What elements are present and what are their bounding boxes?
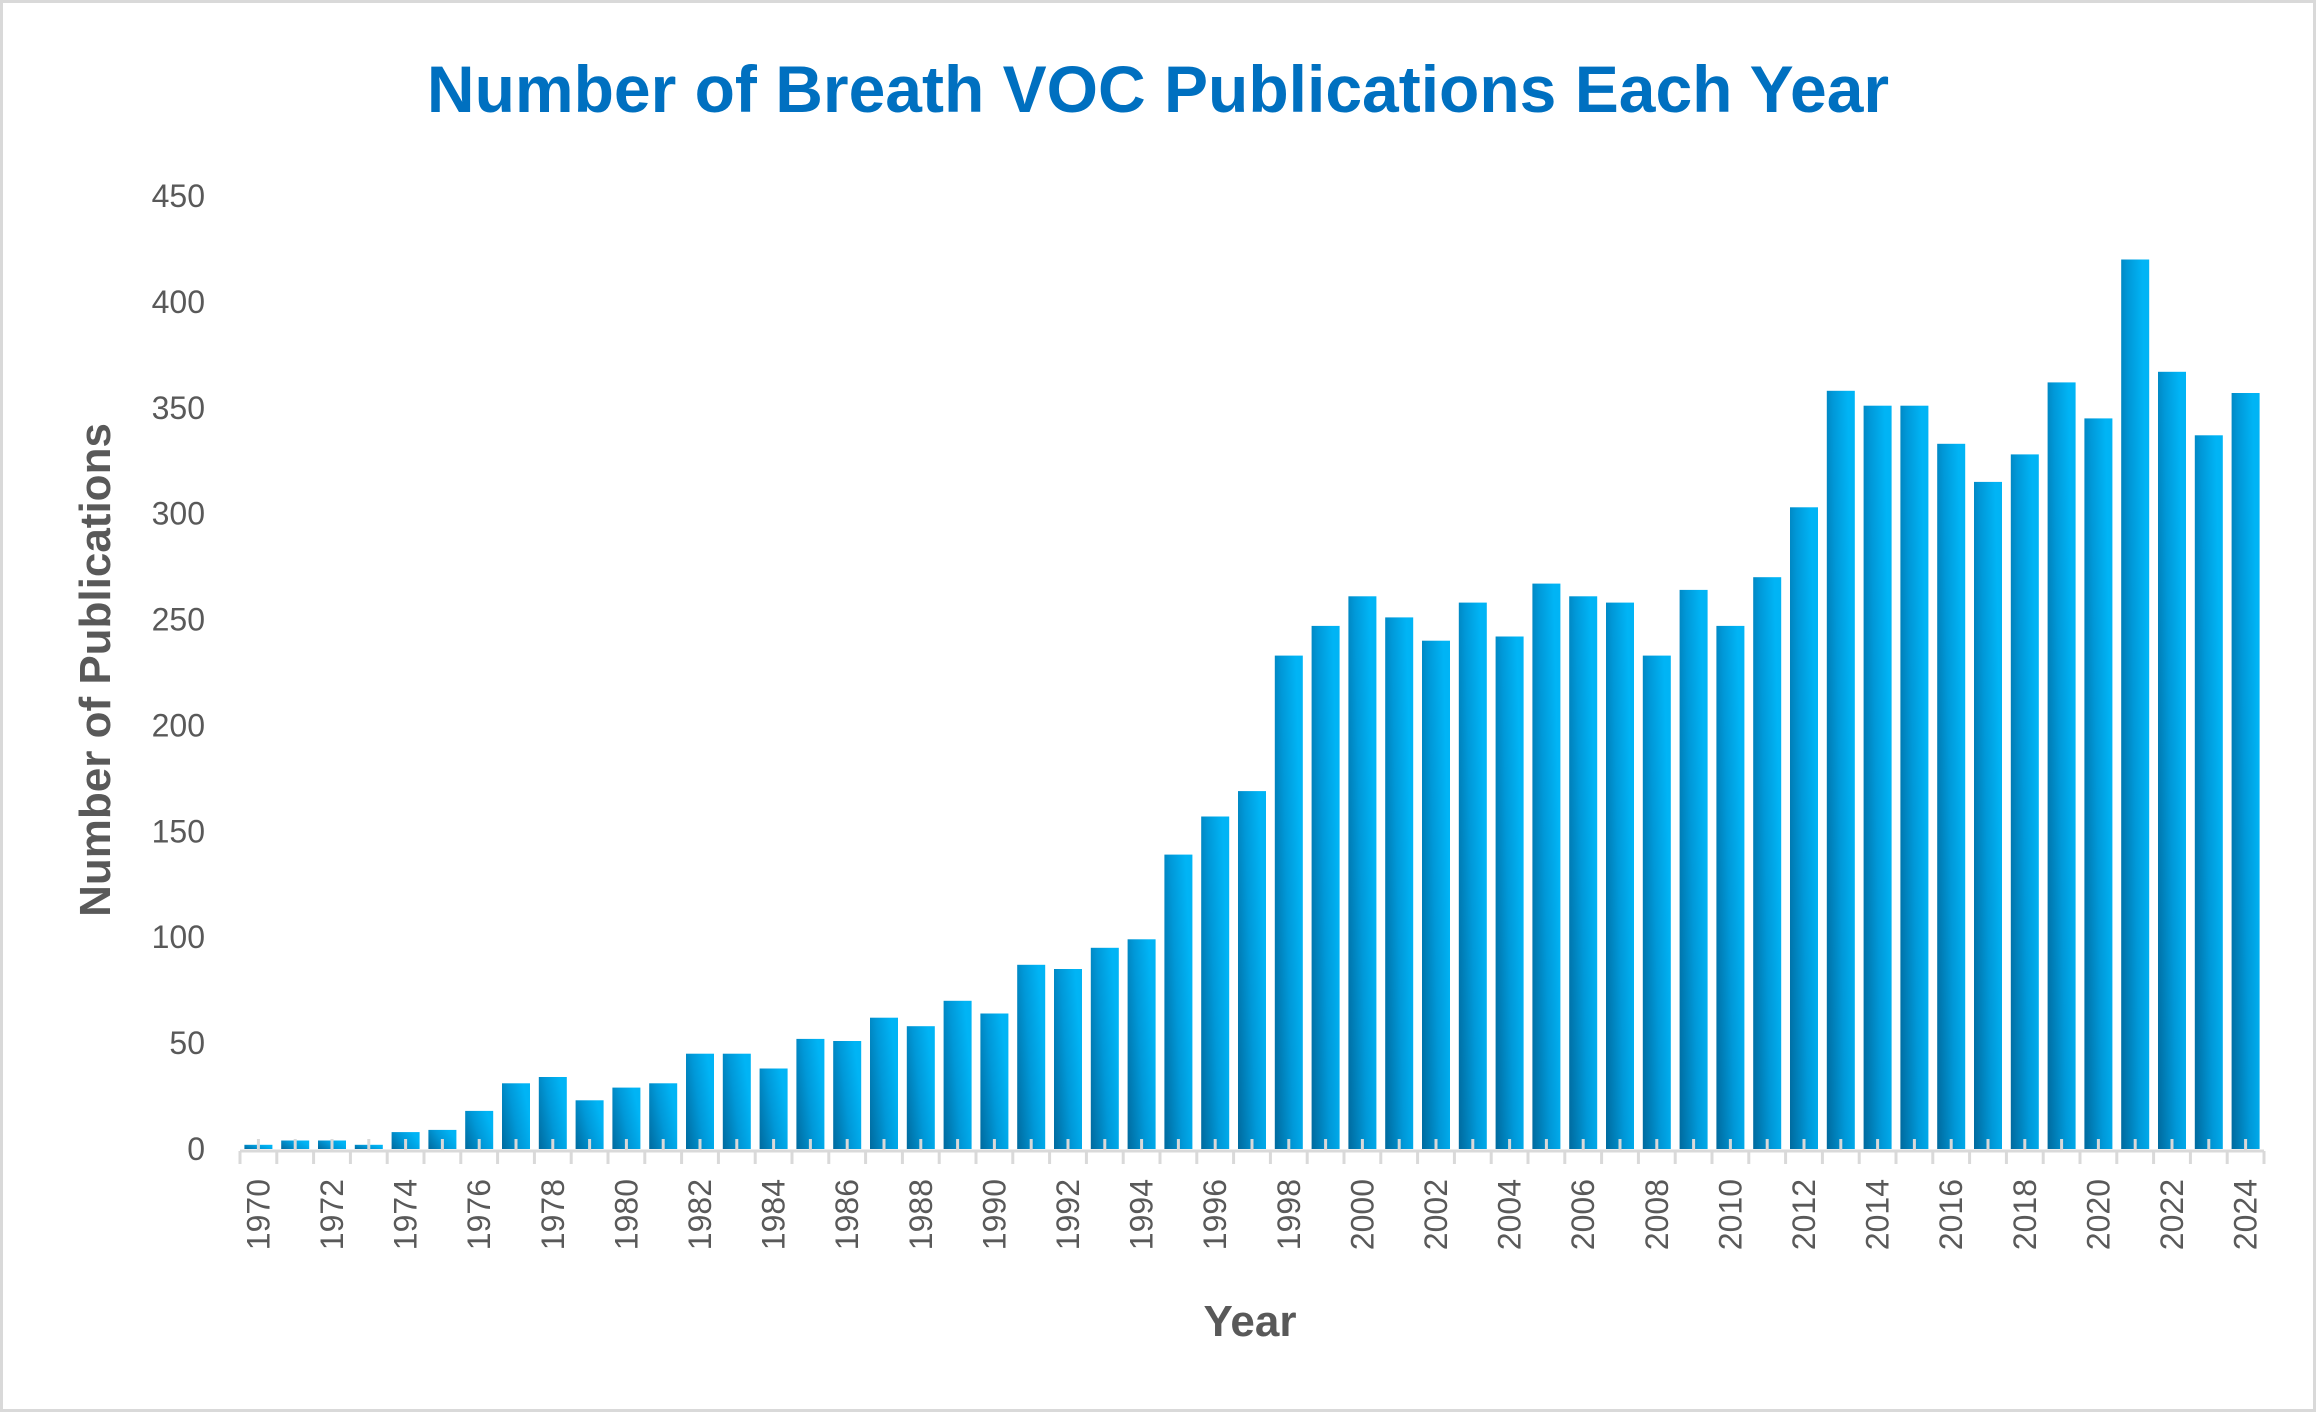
bar-2013 (1826, 390, 1855, 1149)
y-tick-label: 0 (187, 1131, 205, 1167)
x-tick-label: 1976 (461, 1179, 497, 1250)
bar-2008 (1642, 655, 1671, 1149)
x-tick-label: 2018 (2007, 1179, 2043, 1250)
bar-1994 (1127, 939, 1156, 1149)
bar-1986 (833, 1041, 862, 1149)
x-tick-label: 1990 (976, 1179, 1012, 1250)
bar-2021 (2121, 259, 2150, 1149)
x-tick-label: 2002 (1418, 1179, 1454, 1250)
bar-2015 (1900, 405, 1929, 1149)
bar-2018 (2010, 454, 2039, 1149)
y-axis-ticks: 0 50 100 150 200 250 300 350 400 450 (152, 178, 205, 1167)
bar-1987 (870, 1017, 898, 1149)
bar-1983 (722, 1053, 751, 1149)
bar-2001 (1385, 617, 1414, 1149)
x-tick-label: 1994 (1124, 1179, 1160, 1250)
y-tick-label: 250 (152, 602, 205, 638)
x-tick-label: 2006 (1565, 1179, 1601, 1250)
x-tick-label: 2016 (1933, 1179, 1969, 1250)
bar-1992 (1054, 969, 1082, 1149)
bar-2011 (1753, 577, 1782, 1149)
bar-2003 (1458, 602, 1487, 1149)
y-tick-label: 300 (152, 496, 205, 532)
x-tick-label: 1996 (1197, 1179, 1233, 1250)
chart-title: Number of Breath VOC Publications Each Y… (427, 52, 1889, 126)
bar-2014 (1863, 405, 1892, 1149)
bar-2000 (1348, 596, 1377, 1149)
bar-2024 (2231, 393, 2260, 1149)
x-axis-title: Year (1204, 1297, 1297, 1346)
bar-1999 (1311, 625, 1340, 1149)
bar-1984 (759, 1068, 788, 1149)
bar-2017 (1974, 481, 2002, 1149)
bar-2005 (1532, 583, 1561, 1149)
y-tick-label: 50 (169, 1025, 205, 1061)
bar-1991 (1017, 964, 1046, 1149)
x-tick-label: 1972 (314, 1179, 350, 1250)
x-tick-label: 2014 (1860, 1179, 1896, 1250)
bar-1985 (796, 1038, 825, 1149)
bar-2020 (2084, 418, 2113, 1149)
bar-2022 (2158, 371, 2186, 1149)
bar-1982 (686, 1053, 714, 1149)
bar-1981 (649, 1083, 678, 1149)
y-tick-label: 100 (152, 919, 205, 955)
y-tick-label: 200 (152, 707, 205, 743)
bar-1993 (1090, 947, 1119, 1149)
bar-1989 (943, 1000, 972, 1149)
x-tick-label: 1970 (240, 1179, 276, 1250)
x-tick-label: 1982 (682, 1179, 718, 1250)
bar-1997 (1238, 791, 1266, 1149)
x-tick-label: 1974 (388, 1179, 424, 1250)
bars (244, 259, 2260, 1149)
bar-2006 (1569, 596, 1598, 1149)
x-tick-label: 1992 (1050, 1179, 1086, 1250)
bar-2010 (1716, 625, 1745, 1149)
bar-2012 (1790, 507, 1818, 1149)
y-tick-label: 350 (152, 390, 205, 426)
x-tick-label: 2010 (1712, 1179, 1748, 1250)
bar-2004 (1495, 636, 1524, 1149)
bar-2009 (1679, 589, 1708, 1149)
bar-2007 (1606, 602, 1634, 1149)
x-tick-label: 2022 (2154, 1179, 2190, 1250)
x-tick-label: 1978 (535, 1179, 571, 1250)
x-tick-label: 1984 (756, 1179, 792, 1250)
bar-1977 (502, 1083, 530, 1149)
x-tick-label: 2004 (1492, 1179, 1528, 1250)
x-tick-label: 1998 (1271, 1179, 1307, 1250)
y-tick-label: 150 (152, 813, 205, 849)
bar-1995 (1164, 854, 1193, 1149)
bar-2016 (1937, 443, 1966, 1149)
bar-2023 (2194, 435, 2223, 1149)
bar-1988 (906, 1026, 935, 1149)
y-tick-label: 450 (152, 178, 205, 214)
bar-1990 (980, 1013, 1009, 1149)
x-tick-label: 2000 (1344, 1179, 1380, 1250)
y-axis-title: Number of Publications (71, 423, 120, 917)
bar-2019 (2047, 382, 2076, 1149)
x-tick-label: 1988 (903, 1179, 939, 1250)
x-tick-label: 2020 (2080, 1179, 2116, 1250)
x-tick-label: 2008 (1639, 1179, 1675, 1250)
bar-1980 (612, 1087, 641, 1149)
x-tick-label: 1980 (608, 1179, 644, 1250)
bar-2002 (1422, 640, 1450, 1149)
x-tick-label: 1986 (829, 1179, 865, 1250)
bar-1998 (1274, 655, 1303, 1149)
y-tick-label: 400 (152, 284, 205, 320)
bar-1996 (1201, 816, 1230, 1149)
x-tick-label: 2012 (1786, 1179, 1822, 1250)
bar-1978 (538, 1077, 567, 1149)
x-axis (238, 1139, 2266, 1164)
x-tick-label: 2024 (2228, 1179, 2264, 1250)
x-axis-ticks: 1970 1972 1974 1976 1978 1980 1982 1984 1986 1988… (240, 1179, 2263, 1250)
